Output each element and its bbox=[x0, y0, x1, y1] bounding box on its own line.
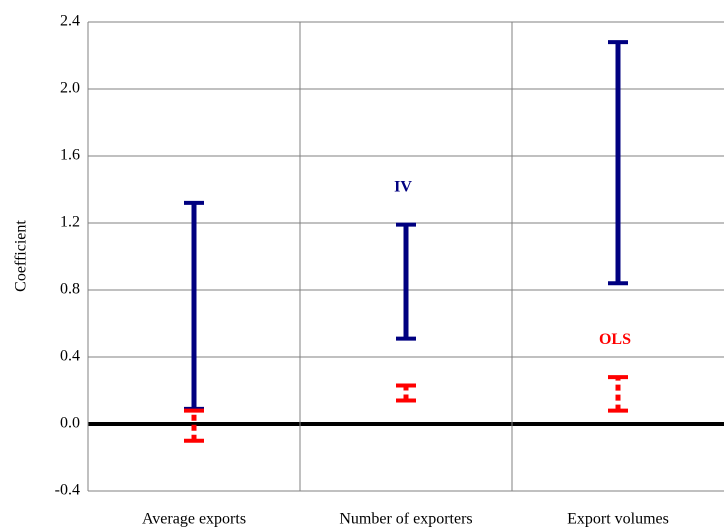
y-tick-label: 2.0 bbox=[60, 80, 80, 97]
series-label: OLS bbox=[599, 331, 631, 348]
y-tick-label: 0.8 bbox=[60, 281, 80, 298]
y-tick-label: 0.4 bbox=[60, 348, 80, 365]
x-tick-label: Number of exporters bbox=[339, 511, 472, 528]
y-axis-label: Coefficient bbox=[13, 220, 30, 292]
y-tick-label: 1.6 bbox=[60, 147, 80, 164]
y-tick-label: 2.4 bbox=[60, 13, 80, 30]
series-label: IV bbox=[394, 178, 412, 195]
y-tick-label: 0.0 bbox=[60, 415, 80, 432]
x-tick-label: Export volumes bbox=[567, 511, 669, 528]
y-tick-label: -0.4 bbox=[55, 482, 80, 499]
y-tick-label: 1.2 bbox=[60, 214, 80, 231]
x-tick-label: Average exports bbox=[142, 511, 246, 528]
